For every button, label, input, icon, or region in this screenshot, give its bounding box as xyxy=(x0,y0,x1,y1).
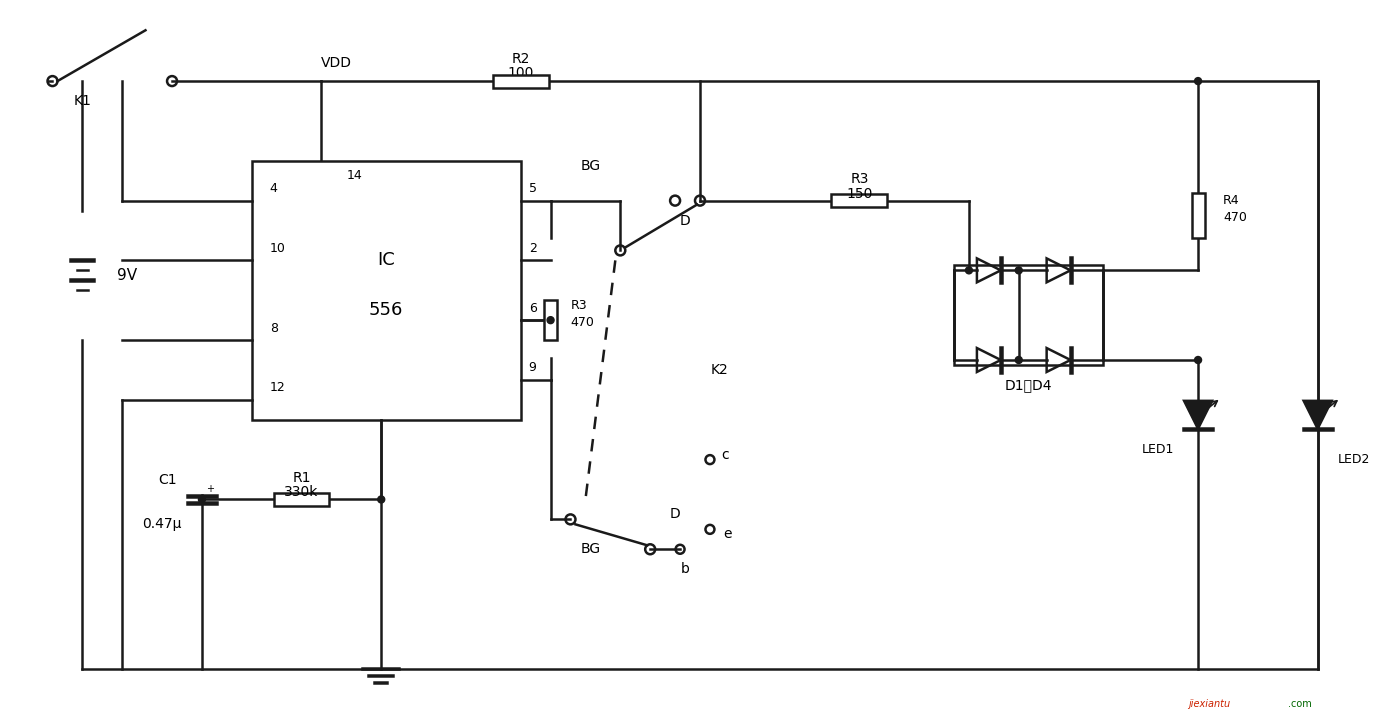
Text: BG: BG xyxy=(580,542,601,557)
Text: 12: 12 xyxy=(269,382,286,395)
Text: 2: 2 xyxy=(528,242,537,255)
Text: e: e xyxy=(723,527,732,541)
Bar xyxy=(1192,193,1204,238)
Text: 9: 9 xyxy=(528,361,537,374)
Text: 330k: 330k xyxy=(284,485,319,500)
Circle shape xyxy=(546,317,553,324)
Text: jiexiantu: jiexiantu xyxy=(1188,698,1231,708)
Circle shape xyxy=(378,496,385,503)
Bar xyxy=(493,75,549,88)
Text: R3: R3 xyxy=(850,171,868,186)
Text: K2: K2 xyxy=(711,363,729,377)
Text: D: D xyxy=(680,214,690,228)
Text: 4: 4 xyxy=(269,182,277,195)
Text: R4: R4 xyxy=(1223,194,1239,207)
Text: 10: 10 xyxy=(269,242,286,255)
Bar xyxy=(953,266,1104,365)
Text: b: b xyxy=(680,562,690,576)
Circle shape xyxy=(1195,356,1202,364)
Text: 6: 6 xyxy=(528,302,537,315)
Text: 14: 14 xyxy=(346,169,362,182)
Text: 556: 556 xyxy=(369,301,403,319)
Text: .com: .com xyxy=(1288,698,1312,708)
Text: R1: R1 xyxy=(293,471,311,485)
Bar xyxy=(252,161,521,420)
Bar xyxy=(544,300,558,340)
Text: c: c xyxy=(721,448,729,462)
Text: C1: C1 xyxy=(159,472,177,487)
Text: 100: 100 xyxy=(507,66,534,80)
Text: LED2: LED2 xyxy=(1337,453,1370,466)
Text: 8: 8 xyxy=(269,322,277,335)
Text: 9V: 9V xyxy=(117,268,138,283)
Circle shape xyxy=(1015,356,1022,364)
Text: LED1: LED1 xyxy=(1142,443,1174,456)
Text: D1〜D4: D1〜D4 xyxy=(1005,378,1052,392)
Text: K1: K1 xyxy=(74,94,92,108)
Circle shape xyxy=(1015,267,1022,274)
Text: 470: 470 xyxy=(1223,211,1246,224)
Polygon shape xyxy=(1184,401,1211,428)
Text: 5: 5 xyxy=(528,182,537,195)
Polygon shape xyxy=(1303,401,1331,428)
Bar xyxy=(831,194,887,207)
Text: R2: R2 xyxy=(512,52,530,66)
Text: +: + xyxy=(206,485,213,495)
Text: IC: IC xyxy=(378,251,395,269)
Text: 470: 470 xyxy=(570,315,594,328)
Text: R3: R3 xyxy=(570,299,587,312)
Text: BG: BG xyxy=(580,158,601,173)
Circle shape xyxy=(1195,78,1202,84)
Circle shape xyxy=(198,496,205,503)
Text: 0.47μ: 0.47μ xyxy=(142,518,183,531)
Text: 150: 150 xyxy=(846,186,873,201)
Text: VDD: VDD xyxy=(321,56,351,70)
Circle shape xyxy=(966,267,973,274)
Bar xyxy=(273,493,329,506)
Text: D: D xyxy=(669,508,680,521)
